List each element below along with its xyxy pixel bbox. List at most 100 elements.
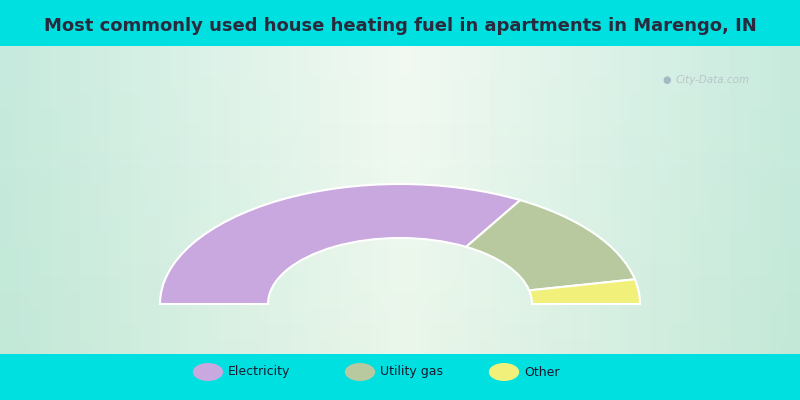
Bar (790, 46, 800, 354)
Bar (0, 338, 800, 346)
Text: Electricity: Electricity (228, 366, 290, 378)
Bar (0, 354, 800, 400)
Bar (0, 200, 800, 208)
Bar (0, 61, 800, 69)
Bar (0, 269, 800, 277)
Bar (60, 46, 70, 354)
Bar (500, 46, 510, 354)
Bar (630, 46, 640, 354)
Bar (0, 0, 800, 46)
Bar (0, 316, 800, 323)
Bar (360, 46, 370, 354)
Bar (230, 46, 240, 354)
Ellipse shape (193, 363, 223, 381)
Bar (670, 46, 680, 354)
Bar (0, 123, 800, 131)
Bar (0, 254, 800, 262)
Bar (0, 208, 800, 215)
Bar (50, 46, 60, 354)
Bar (280, 46, 290, 354)
Bar (10, 46, 20, 354)
Bar (0, 223, 800, 231)
Bar (40, 46, 50, 354)
Bar (100, 46, 110, 354)
Bar (380, 46, 390, 354)
Bar (90, 46, 100, 354)
Bar (570, 46, 580, 354)
Bar (80, 46, 90, 354)
Bar (0, 146, 800, 154)
Bar (220, 46, 230, 354)
Bar (0, 192, 800, 200)
Bar (0, 285, 800, 292)
Bar (120, 46, 130, 354)
Wedge shape (160, 184, 520, 304)
Bar (20, 46, 30, 354)
Bar (580, 46, 590, 354)
Wedge shape (466, 200, 635, 290)
Bar (640, 46, 650, 354)
Bar (710, 46, 720, 354)
Bar (0, 138, 800, 146)
Bar (180, 46, 190, 354)
Text: ●: ● (662, 75, 671, 85)
Bar (0, 77, 800, 84)
Bar (660, 46, 670, 354)
Bar (0, 131, 800, 138)
Bar (680, 46, 690, 354)
Bar (0, 69, 800, 77)
Bar (150, 46, 160, 354)
Bar (140, 46, 150, 354)
Bar (260, 46, 270, 354)
Bar (590, 46, 600, 354)
Bar (0, 308, 800, 316)
Bar (110, 46, 120, 354)
Bar (390, 46, 400, 354)
Bar (0, 184, 800, 192)
Bar (0, 92, 800, 100)
Text: Other: Other (524, 366, 559, 378)
Bar (350, 46, 360, 354)
Bar (0, 292, 800, 300)
Bar (0, 115, 800, 123)
Bar (70, 46, 80, 354)
Bar (770, 46, 780, 354)
Bar (0, 46, 10, 354)
Bar (600, 46, 610, 354)
Bar (0, 84, 800, 92)
Bar (130, 46, 140, 354)
Text: Most commonly used house heating fuel in apartments in Marengo, IN: Most commonly used house heating fuel in… (44, 17, 756, 35)
Bar (410, 46, 420, 354)
Bar (0, 162, 800, 169)
Bar (400, 46, 410, 354)
Bar (650, 46, 660, 354)
Bar (0, 231, 800, 238)
Bar (450, 46, 460, 354)
Bar (760, 46, 770, 354)
Bar (460, 46, 470, 354)
Bar (470, 46, 480, 354)
Bar (540, 46, 550, 354)
Bar (0, 177, 800, 184)
Bar (370, 46, 380, 354)
Bar (530, 46, 540, 354)
Bar (780, 46, 790, 354)
Bar (740, 46, 750, 354)
Bar (560, 46, 570, 354)
Bar (0, 323, 800, 331)
Bar (490, 46, 500, 354)
Bar (0, 300, 800, 308)
Bar (0, 262, 800, 269)
Bar (690, 46, 700, 354)
Bar (0, 346, 800, 354)
Bar (320, 46, 330, 354)
Bar (160, 46, 170, 354)
Bar (440, 46, 450, 354)
Bar (30, 46, 40, 354)
Bar (730, 46, 740, 354)
Bar (250, 46, 260, 354)
Bar (510, 46, 520, 354)
Bar (0, 331, 800, 338)
Bar (290, 46, 300, 354)
Bar (430, 46, 440, 354)
